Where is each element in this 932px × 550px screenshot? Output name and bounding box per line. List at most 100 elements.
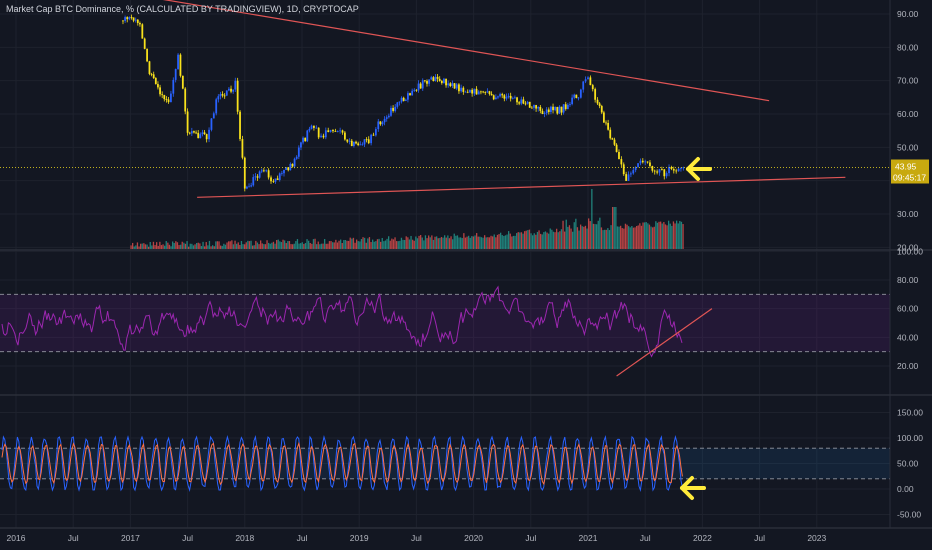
volume-bar — [588, 218, 590, 249]
volume-bar — [621, 228, 623, 249]
volume-bar — [162, 244, 164, 249]
candle-body — [289, 163, 292, 171]
candle-body — [558, 106, 561, 114]
volume-bar — [434, 236, 436, 249]
candle-body — [562, 104, 565, 113]
candle-body — [306, 130, 309, 142]
stochastic-pane[interactable] — [0, 435, 890, 492]
time-axis[interactable]: 2016 Jul 2017 Jul 2018 Jul 2019 Jul 2020 Jul 2021 J… — [7, 533, 827, 543]
price-pane[interactable] — [0, 0, 890, 198]
volume-bar — [327, 243, 329, 249]
volume-bar — [623, 228, 625, 249]
volume-bar — [322, 243, 324, 249]
candle-body — [575, 94, 578, 99]
volume-bar — [631, 225, 633, 249]
volume-bar — [608, 230, 611, 249]
candle-body — [663, 169, 666, 177]
candle-body — [449, 83, 452, 86]
volume-bar — [672, 221, 675, 249]
volume-bar — [312, 239, 315, 249]
volume-bar — [439, 237, 441, 249]
candle-body — [615, 144, 618, 152]
volume-bar — [226, 242, 228, 249]
volume-bar — [626, 224, 628, 249]
volume-bar — [581, 226, 583, 249]
volume-bar — [340, 239, 342, 249]
volume-bar — [140, 243, 142, 249]
candle-body — [651, 165, 654, 171]
candle-body — [374, 129, 377, 136]
volume-bar — [372, 239, 374, 249]
volume-bar — [636, 225, 638, 249]
candle-body — [464, 91, 467, 93]
y-tick-label: 80.00 — [897, 275, 919, 285]
volume-bar — [594, 224, 596, 249]
volume-bar — [271, 242, 273, 249]
volume-bar — [528, 229, 531, 249]
volume-bar — [610, 225, 612, 249]
candle-body — [611, 138, 614, 140]
candle-body — [317, 127, 320, 138]
volume-bar — [165, 241, 167, 249]
chart-title[interactable]: Market Cap BTC Dominance, % (CALCULATED … — [6, 4, 359, 14]
volume-bar — [548, 233, 550, 249]
volume-bar — [296, 239, 299, 249]
volume-bar — [429, 237, 431, 249]
candle-body — [228, 88, 230, 91]
volume-bar — [480, 237, 483, 249]
y-tick-label: 150.00 — [897, 408, 923, 418]
price-trendline[interactable] — [197, 176, 846, 198]
candle-body — [225, 90, 228, 96]
candle-body — [274, 178, 277, 182]
rsi-trendline[interactable] — [616, 308, 713, 377]
volume-bar — [564, 231, 566, 249]
volume-bar — [490, 235, 492, 249]
volume-bar — [149, 242, 151, 249]
price-trendline[interactable] — [130, 0, 770, 102]
volume-bar — [495, 237, 497, 249]
candle-body — [143, 38, 146, 49]
volume-bar — [239, 245, 241, 249]
volume-bar — [141, 243, 143, 249]
volume-bar — [666, 225, 668, 249]
volume-bar — [180, 244, 182, 249]
volume-bar — [493, 234, 495, 249]
candle-body — [672, 169, 675, 171]
volume-bar — [680, 221, 683, 249]
volume-bar — [256, 242, 259, 249]
volume-bar — [285, 243, 287, 249]
volume-bar — [469, 237, 471, 249]
candle-body — [285, 167, 288, 170]
candle-body — [370, 134, 373, 144]
volume-bar — [338, 240, 340, 249]
candle-body — [177, 54, 179, 70]
candle-body — [394, 106, 397, 111]
volume-bar — [133, 246, 135, 249]
volume-bar — [669, 223, 671, 249]
volume-bar — [516, 233, 518, 249]
volume-bar — [304, 243, 307, 249]
candle-body — [460, 87, 463, 92]
volume-bar — [144, 244, 147, 249]
rsi-pane[interactable] — [0, 285, 890, 377]
volume-bar — [413, 240, 415, 249]
volume-bar — [578, 230, 580, 249]
volume-bar — [520, 232, 523, 249]
volume-bar — [386, 238, 388, 249]
volume-bar — [616, 226, 619, 249]
candle-body — [165, 99, 168, 100]
volume-bar — [461, 238, 463, 249]
candle-body — [658, 169, 661, 173]
volume-bar — [423, 240, 425, 249]
volume-bar — [676, 220, 678, 249]
volume-bar — [236, 243, 238, 249]
candle-body — [250, 185, 253, 187]
candle-body — [217, 96, 220, 100]
x-tick-label: 2023 — [807, 533, 826, 543]
volume-bar — [408, 239, 411, 249]
candle-body — [232, 89, 235, 92]
volume-bar — [290, 244, 292, 249]
volume-bar — [375, 241, 377, 249]
pane-dividers[interactable] — [0, 249, 932, 529]
volume-bar — [484, 235, 486, 249]
